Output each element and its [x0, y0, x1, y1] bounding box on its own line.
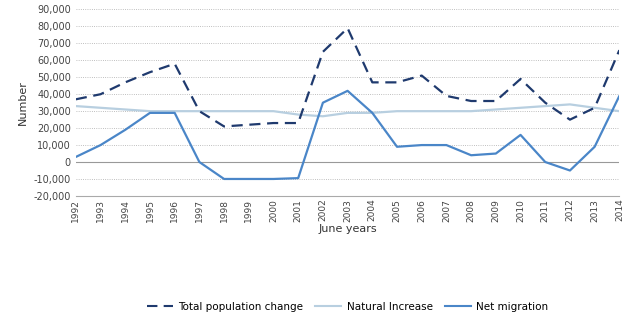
- X-axis label: June years: June years: [319, 224, 377, 234]
- Legend: Total population change, Natural Increase, Net migration: Total population change, Natural Increas…: [142, 298, 553, 316]
- Y-axis label: Number: Number: [18, 80, 28, 125]
